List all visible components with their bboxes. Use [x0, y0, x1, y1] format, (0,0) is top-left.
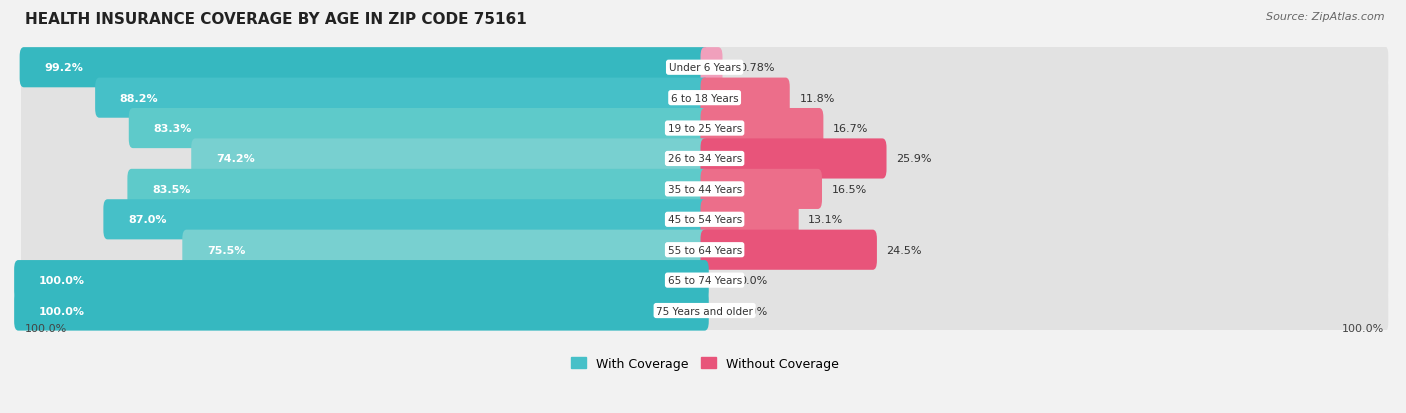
FancyBboxPatch shape — [700, 109, 824, 149]
FancyBboxPatch shape — [700, 200, 799, 240]
FancyBboxPatch shape — [21, 199, 1388, 241]
Text: 24.5%: 24.5% — [887, 245, 922, 255]
Text: 16.7%: 16.7% — [832, 124, 869, 134]
Text: 87.0%: 87.0% — [128, 215, 166, 225]
FancyBboxPatch shape — [104, 200, 709, 240]
FancyBboxPatch shape — [700, 169, 823, 209]
Text: 45 to 54 Years: 45 to 54 Years — [668, 215, 742, 225]
Text: 35 to 44 Years: 35 to 44 Years — [668, 185, 742, 195]
FancyBboxPatch shape — [21, 259, 1388, 301]
Text: 65 to 74 Years: 65 to 74 Years — [668, 275, 742, 285]
FancyBboxPatch shape — [21, 290, 1388, 332]
Text: 100.0%: 100.0% — [1341, 323, 1384, 333]
Legend: With Coverage, Without Coverage: With Coverage, Without Coverage — [565, 352, 844, 375]
Text: 83.3%: 83.3% — [153, 124, 191, 134]
FancyBboxPatch shape — [14, 291, 709, 331]
FancyBboxPatch shape — [14, 261, 709, 301]
Text: 19 to 25 Years: 19 to 25 Years — [668, 124, 742, 134]
Text: 99.2%: 99.2% — [45, 63, 83, 73]
Text: Under 6 Years: Under 6 Years — [669, 63, 741, 73]
FancyBboxPatch shape — [700, 48, 723, 88]
FancyBboxPatch shape — [191, 139, 709, 179]
Text: 100.0%: 100.0% — [39, 275, 84, 285]
Text: 74.2%: 74.2% — [217, 154, 254, 164]
FancyBboxPatch shape — [21, 168, 1388, 211]
FancyBboxPatch shape — [700, 78, 790, 119]
Text: 13.1%: 13.1% — [808, 215, 844, 225]
FancyBboxPatch shape — [21, 138, 1388, 180]
FancyBboxPatch shape — [700, 230, 877, 270]
FancyBboxPatch shape — [21, 47, 1388, 89]
Text: 75.5%: 75.5% — [207, 245, 246, 255]
Text: 25.9%: 25.9% — [896, 154, 932, 164]
Text: 100.0%: 100.0% — [39, 306, 84, 316]
Text: 0.0%: 0.0% — [740, 275, 768, 285]
Text: 88.2%: 88.2% — [120, 93, 159, 103]
Text: 11.8%: 11.8% — [800, 93, 835, 103]
Text: 26 to 34 Years: 26 to 34 Years — [668, 154, 742, 164]
FancyBboxPatch shape — [96, 78, 709, 119]
Text: 75 Years and older: 75 Years and older — [657, 306, 754, 316]
FancyBboxPatch shape — [20, 48, 709, 88]
FancyBboxPatch shape — [700, 139, 887, 179]
Text: 16.5%: 16.5% — [831, 185, 868, 195]
Text: 0.0%: 0.0% — [740, 306, 768, 316]
FancyBboxPatch shape — [21, 107, 1388, 150]
Text: 55 to 64 Years: 55 to 64 Years — [668, 245, 742, 255]
FancyBboxPatch shape — [183, 230, 709, 270]
FancyBboxPatch shape — [21, 77, 1388, 120]
FancyBboxPatch shape — [129, 109, 709, 149]
Text: HEALTH INSURANCE COVERAGE BY AGE IN ZIP CODE 75161: HEALTH INSURANCE COVERAGE BY AGE IN ZIP … — [25, 12, 527, 27]
Text: 83.5%: 83.5% — [152, 185, 190, 195]
FancyBboxPatch shape — [21, 229, 1388, 271]
Text: 0.78%: 0.78% — [740, 63, 775, 73]
Text: 100.0%: 100.0% — [25, 323, 67, 333]
Text: Source: ZipAtlas.com: Source: ZipAtlas.com — [1267, 12, 1385, 22]
Text: 6 to 18 Years: 6 to 18 Years — [671, 93, 738, 103]
FancyBboxPatch shape — [128, 169, 709, 209]
